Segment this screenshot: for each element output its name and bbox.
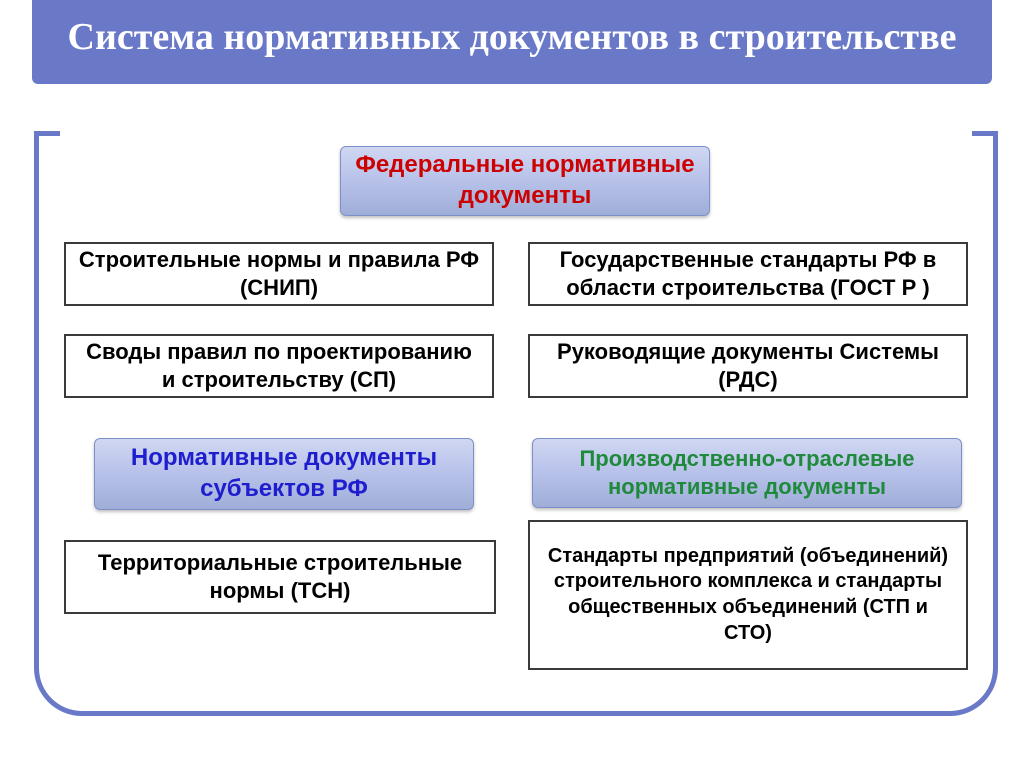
industry-header-box: Производственно-отраслевые нормативные д…: [532, 438, 962, 508]
snip-box: Строительные нормы и правила РФ (СНИП): [64, 242, 494, 306]
diagram-content: Федеральные нормативные документы Строит…: [60, 150, 976, 707]
tsn-box: Территориальные строительные нормы (ТСН): [64, 540, 496, 614]
stp-box: Стандарты предприятий (объединений) стро…: [528, 520, 968, 670]
sp-box: Своды правил по проектированию и строите…: [64, 334, 494, 398]
rds-box: Руководящие документы Системы (РДС): [528, 334, 968, 398]
slide-title: Система нормативных документов в строите…: [32, 0, 992, 84]
federal-header-box: Федеральные нормативные документы: [340, 146, 710, 216]
subjects-header-box: Нормативные документы субъектов РФ: [94, 438, 474, 510]
gost-box: Государственные стандарты РФ в области с…: [528, 242, 968, 306]
